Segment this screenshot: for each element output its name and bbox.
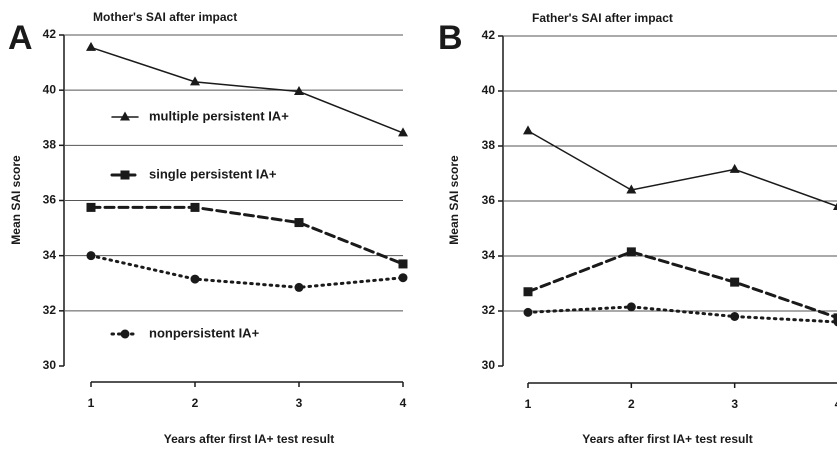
y-tick-label: 42 [482,28,496,42]
x-tick-label: 2 [628,397,635,411]
marker-triangle [190,76,200,86]
y-tick-label: 40 [482,83,496,97]
y-tick-label: 40 [43,82,57,96]
marker-square [294,218,304,228]
y-tick-label: 36 [43,193,57,207]
chart-title: Mother's SAI after impact [93,10,237,24]
x-axis-label: Years after first IA+ test result [582,432,752,446]
y-axis-label: Mean SAI score [9,155,23,245]
series-line [89,205,405,266]
marker-circle [86,251,96,261]
legend-label: single persistent IA+ [149,166,277,181]
x-tick-label: 2 [192,396,199,410]
y-tick-label: 34 [43,248,57,262]
x-tick-label: 3 [296,396,303,410]
legend-label: multiple persistent IA+ [149,108,289,123]
y-axis-label: Mean SAI score [447,155,461,245]
y-tick-label: 38 [482,138,496,152]
marker-square [626,247,636,257]
marker-square [730,277,740,287]
panel-label: A [8,19,33,57]
marker-circle [294,282,304,292]
series-line [89,254,405,289]
x-tick-label: 3 [731,397,738,411]
y-tick-label: 30 [482,358,496,372]
marker-circle [120,329,130,339]
marker-triangle [294,86,304,96]
panel-label: B [438,19,463,57]
marker-circle [398,273,408,283]
marker-circle [523,307,533,317]
legend-label: nonpersistent IA+ [149,325,260,340]
marker-circle [730,312,740,321]
marker-circle [190,274,200,284]
marker-triangle [120,111,130,121]
y-tick-label: 34 [482,248,496,262]
marker-triangle [833,202,837,210]
marker-square [86,202,96,212]
y-tick-label: 32 [482,303,496,317]
series-line [527,130,837,207]
x-tick-label: 4 [835,397,837,411]
marker-triangle [729,163,740,173]
y-tick-label: 30 [43,358,57,372]
x-tick-label: 1 [88,396,95,410]
chart-title: Father's SAI after impact [532,11,673,25]
x-tick-label: 1 [525,397,532,411]
marker-square [523,287,533,297]
series-line [526,250,837,320]
marker-triangle [86,41,96,51]
x-axis-label: Years after first IA+ test result [164,432,334,446]
series-line [90,46,404,134]
marker-square [120,170,130,180]
x-tick-label: 4 [400,396,407,410]
marker-triangle [398,127,408,137]
marker-square [398,259,408,269]
marker-square [190,202,200,212]
marker-circle [833,317,837,327]
marker-circle [626,302,636,312]
marker-triangle [523,125,533,135]
marker-square [833,313,837,323]
y-tick-label: 32 [43,303,57,317]
y-tick-label: 36 [482,193,496,207]
y-tick-label: 38 [43,138,57,152]
series-line [526,305,837,324]
marker-triangle [626,184,637,194]
y-tick-label: 42 [43,27,57,41]
